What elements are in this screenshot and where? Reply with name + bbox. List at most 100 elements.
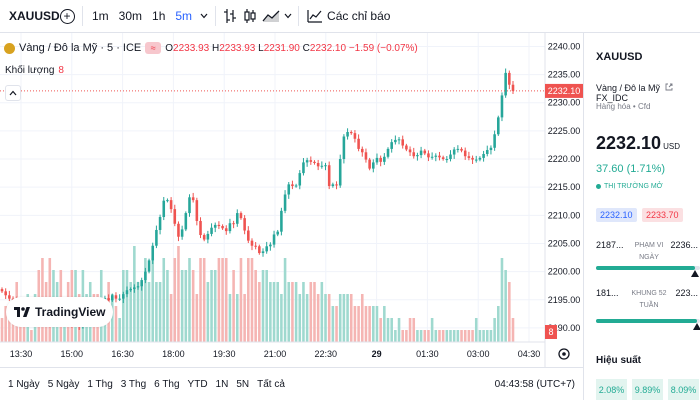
- candle-body: [430, 156, 434, 158]
- candles-icon: [244, 9, 256, 23]
- candle-body: [136, 286, 140, 288]
- indicators-icon: [307, 10, 323, 23]
- volume-bar: [114, 306, 118, 342]
- legend-title[interactable]: Vàng / Đô la Mỹ · 5 · ICE: [19, 42, 142, 54]
- volume-bar: [136, 282, 140, 342]
- details-price-value: 2232.10: [596, 133, 662, 153]
- candle-body: [353, 133, 357, 139]
- volume-bar: [247, 258, 250, 342]
- volume-bar: [504, 270, 507, 342]
- volume-bar: [397, 318, 401, 342]
- time-axis[interactable]: 13:30 15:00 16:30 18:00 19:30 21:00 22:30 29 01:…: [10, 349, 541, 359]
- candle-body: [228, 223, 232, 232]
- time-tick-label: 04:30: [518, 349, 541, 359]
- range-1y[interactable]: 1N: [215, 378, 229, 390]
- candle-body: [144, 271, 147, 281]
- performance-cell-1[interactable]: 2.08%: [596, 379, 627, 400]
- volume-bar: [133, 246, 136, 342]
- details-category: Hàng hóa • Cfd: [596, 102, 651, 111]
- date-range-bar: 1 Ngày 5 Ngày 1 Thg 3 Thg 6 Thg YTD 1N 5…: [0, 367, 583, 400]
- candle-body: [372, 162, 375, 169]
- volume-bar: [419, 330, 423, 342]
- volume-bar: [405, 330, 408, 342]
- bars-icon: [224, 9, 237, 23]
- volume-bar: [254, 270, 257, 342]
- week52-range-bar: [596, 319, 700, 323]
- details-description-text: Vàng / Đô la Mỹ: [596, 83, 661, 93]
- range-6m[interactable]: 6 Thg: [154, 378, 180, 390]
- candle-body: [294, 185, 298, 187]
- area-chart-type-button[interactable]: [260, 0, 282, 33]
- range-3m[interactable]: 3 Thg: [120, 378, 147, 390]
- candle-body: [287, 184, 291, 195]
- candle-body: [327, 165, 331, 187]
- add-compare-button[interactable]: +: [56, 0, 78, 33]
- candle-chart-type-button[interactable]: [240, 0, 260, 33]
- candle-body: [283, 194, 287, 211]
- interval-1h[interactable]: 1h: [152, 9, 166, 23]
- range-5y[interactable]: 5N: [236, 378, 250, 390]
- candle-body: [272, 234, 276, 245]
- time-tick-label: 19:30: [213, 349, 236, 359]
- symbol-label: XAUUSD: [9, 9, 60, 23]
- volume-bar: [346, 294, 349, 342]
- range-all[interactable]: Tất cả: [257, 378, 285, 390]
- external-link-icon[interactable]: [665, 83, 673, 91]
- range-ytd[interactable]: YTD: [187, 378, 208, 390]
- details-symbol[interactable]: XAUUSD: [596, 51, 643, 63]
- open-prefix: O: [165, 42, 174, 54]
- interval-1m[interactable]: 1m: [92, 9, 109, 23]
- candle-body: [401, 139, 404, 146]
- candle-body: [474, 159, 478, 161]
- symbol-search[interactable]: XAUUSD: [0, 0, 60, 33]
- candle-body: [169, 200, 173, 210]
- range-1d[interactable]: 1 Ngày: [8, 378, 40, 390]
- volume-bar: [151, 258, 155, 342]
- bar-chart-type-button[interactable]: [220, 0, 240, 33]
- volume-bar: [302, 282, 305, 342]
- price-tick-label: 2225.00: [548, 126, 581, 136]
- settings-button[interactable]: [558, 348, 570, 360]
- range-5d[interactable]: 5 Ngày: [47, 378, 80, 390]
- toolbar-divider: [298, 6, 300, 26]
- interval-dropdown[interactable]: [197, 0, 211, 33]
- collapse-legend-button[interactable]: [5, 85, 21, 101]
- candle-body: [111, 295, 114, 301]
- indicators-button[interactable]: Các chỉ báo: [303, 0, 394, 33]
- candle-body: [302, 162, 305, 174]
- candle-body: [346, 132, 349, 137]
- interval-5m[interactable]: 5m: [175, 9, 193, 23]
- performance-cell-3[interactable]: 8.09%: [668, 379, 699, 400]
- time-tick-label: 15:00: [61, 349, 84, 359]
- candle-body: [206, 233, 210, 240]
- volume-bar: [360, 294, 364, 342]
- range-1m[interactable]: 1 Thg: [87, 378, 113, 390]
- timezone-clock[interactable]: 04:43:58 (UTC+7): [494, 378, 575, 390]
- volume-bar: [177, 246, 180, 342]
- interval-30m[interactable]: 30m: [118, 9, 143, 23]
- chart-pane[interactable]: 2240.00 2235.00 2230.00 2225.00 2220.00 2215.…: [0, 33, 583, 367]
- candle-body: [485, 150, 489, 154]
- volume-bar: [309, 282, 313, 342]
- performance-cell-2[interactable]: 9.89%: [632, 379, 663, 400]
- chart-type-dropdown[interactable]: [282, 0, 294, 33]
- volume-bar: [122, 270, 125, 342]
- price-tick-label: 2195.00: [548, 295, 581, 305]
- volume-bar: [401, 330, 404, 342]
- area-chart-icon: [262, 10, 280, 22]
- volume-legend: Khối lượng 8: [5, 65, 64, 76]
- week52-range-label: KHUNG 52 TUẦN: [631, 290, 667, 309]
- candle-body: [155, 229, 158, 246]
- volume-bar: [430, 318, 434, 342]
- low-prefix: L: [258, 42, 264, 54]
- candle-body: [243, 218, 246, 231]
- volume-bar: [493, 318, 496, 342]
- candle-body: [184, 213, 188, 230]
- candle-body: [239, 213, 243, 219]
- volume-bar: [125, 270, 129, 342]
- price-axis[interactable]: 2240.00 2235.00 2230.00 2225.00 2220.00 2215.…: [548, 41, 581, 332]
- candle-body: [107, 298, 110, 301]
- grid: [0, 33, 545, 342]
- toolbar-divider: [215, 6, 217, 26]
- tradingview-logo[interactable]: TradingView: [6, 297, 114, 327]
